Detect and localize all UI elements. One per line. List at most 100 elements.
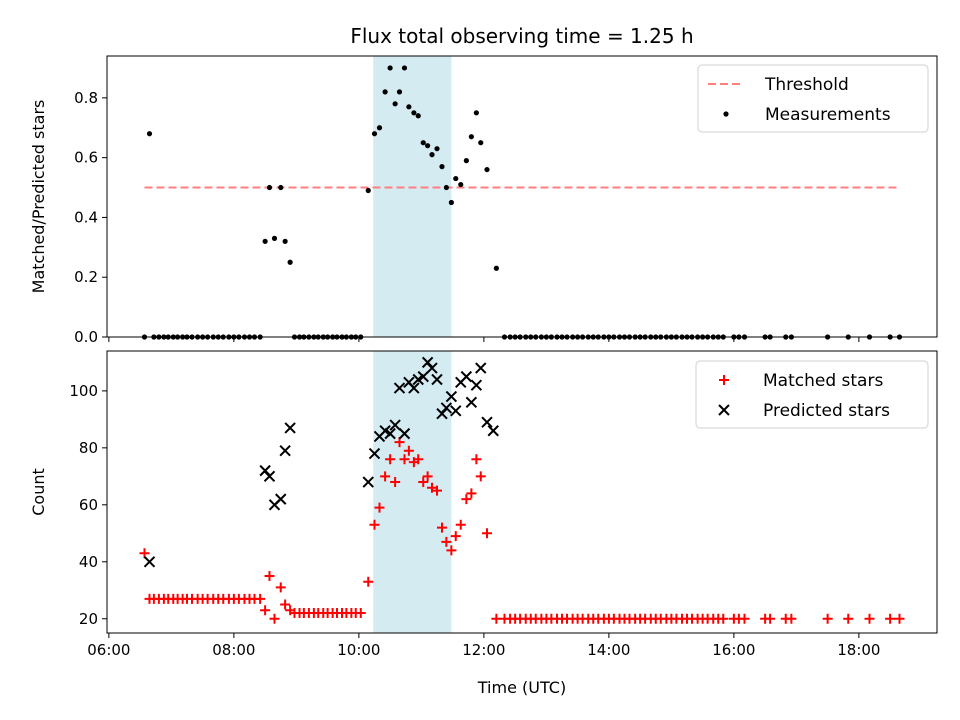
series-measurements bbox=[141, 65, 903, 340]
legend-label: Threshold bbox=[764, 75, 849, 95]
data-point bbox=[275, 493, 287, 505]
data-point bbox=[365, 187, 371, 194]
data-point bbox=[441, 536, 452, 547]
data-point bbox=[384, 427, 396, 440]
data-point bbox=[269, 613, 280, 624]
data-point bbox=[864, 613, 875, 624]
data-point bbox=[374, 502, 385, 513]
observing-window-span bbox=[373, 56, 452, 337]
data-point bbox=[478, 140, 484, 146]
data-point bbox=[843, 613, 854, 624]
legend: Threshold Measurements bbox=[697, 64, 929, 133]
x-tick-label: 10:00 bbox=[337, 641, 380, 659]
data-point bbox=[429, 152, 435, 158]
data-point bbox=[450, 531, 461, 542]
data-point bbox=[392, 101, 398, 107]
data-point bbox=[403, 445, 414, 456]
data-point bbox=[470, 379, 483, 391]
y-tick-label: 0.4 bbox=[74, 208, 98, 226]
data-point bbox=[471, 454, 482, 465]
data-point bbox=[401, 65, 408, 71]
data-point bbox=[264, 571, 275, 582]
data-point bbox=[385, 454, 396, 465]
legend-swatch bbox=[718, 404, 730, 416]
data-point bbox=[431, 373, 443, 386]
data-point bbox=[382, 89, 388, 95]
series-matched-stars bbox=[139, 437, 905, 624]
y-tick-label: 60 bbox=[79, 496, 98, 514]
data-point bbox=[146, 131, 153, 137]
data-point bbox=[282, 238, 288, 244]
observing-window-span bbox=[373, 351, 452, 633]
legend-label: Matched stars bbox=[763, 371, 883, 391]
data-point bbox=[255, 593, 266, 604]
data-point bbox=[266, 184, 273, 191]
data-point bbox=[482, 528, 492, 539]
data-point bbox=[380, 471, 391, 482]
data-point bbox=[475, 471, 486, 482]
data-point bbox=[425, 143, 431, 149]
data-point bbox=[371, 131, 378, 137]
data-point bbox=[426, 362, 438, 374]
y-tick-label: 0.8 bbox=[74, 89, 98, 107]
data-point bbox=[432, 485, 442, 496]
y-tick-label: 100 bbox=[69, 382, 98, 400]
y-tick-label: 20 bbox=[79, 610, 98, 628]
data-point bbox=[765, 613, 776, 624]
data-point bbox=[413, 454, 424, 465]
data-point bbox=[822, 613, 833, 624]
data-point bbox=[466, 488, 477, 499]
data-point bbox=[468, 134, 474, 140]
x-tick-label: 16:00 bbox=[712, 641, 755, 659]
data-point bbox=[437, 522, 447, 533]
data-point bbox=[368, 447, 381, 460]
data-point bbox=[422, 471, 433, 482]
legend-swatch bbox=[719, 375, 729, 385]
data-point bbox=[415, 113, 421, 119]
data-point bbox=[399, 454, 410, 465]
data-point bbox=[376, 125, 383, 131]
y-tick-label: 40 bbox=[79, 553, 98, 571]
x-axis-title: Time (UTC) bbox=[477, 678, 566, 697]
y-tick-label: 80 bbox=[79, 439, 98, 457]
data-point bbox=[355, 608, 366, 619]
data-point bbox=[278, 184, 284, 191]
plot-frame bbox=[106, 55, 938, 338]
legend-swatch bbox=[723, 111, 729, 117]
data-point bbox=[473, 110, 479, 116]
data-point bbox=[484, 166, 490, 173]
data-point bbox=[143, 556, 156, 568]
data-point bbox=[260, 605, 271, 616]
legend-label: Predicted stars bbox=[763, 401, 890, 421]
data-point bbox=[271, 235, 278, 241]
data-point bbox=[475, 362, 487, 374]
data-point bbox=[481, 416, 493, 428]
legend-label: Measurements bbox=[765, 105, 891, 125]
data-point bbox=[786, 613, 797, 624]
data-point bbox=[894, 613, 905, 624]
data-point bbox=[262, 238, 268, 244]
data-point bbox=[739, 613, 750, 624]
data-point bbox=[387, 65, 393, 71]
data-point bbox=[487, 425, 499, 437]
ratio-panel: 0.0 0.2 0.4 0.6 0.8 Matched/Predicted stars Th… bbox=[29, 55, 938, 346]
data-point bbox=[420, 140, 426, 146]
legend: Matched stars Predicted stars bbox=[695, 360, 929, 429]
x-tick-label: 12:00 bbox=[462, 641, 505, 659]
data-point bbox=[362, 476, 374, 488]
data-point bbox=[417, 370, 429, 383]
data-point bbox=[450, 405, 462, 417]
x-tick-label: 14:00 bbox=[587, 641, 630, 659]
data-point bbox=[443, 184, 449, 191]
y-axis-title: Count bbox=[29, 468, 48, 516]
data-point bbox=[455, 519, 466, 530]
y-tick-label: 0.6 bbox=[74, 149, 98, 167]
data-point bbox=[369, 519, 380, 530]
data-point bbox=[363, 576, 374, 587]
data-point bbox=[458, 181, 464, 188]
data-point bbox=[448, 199, 454, 206]
data-point bbox=[453, 175, 459, 182]
data-point bbox=[279, 444, 291, 457]
y-tick-label: 0.2 bbox=[74, 268, 98, 286]
